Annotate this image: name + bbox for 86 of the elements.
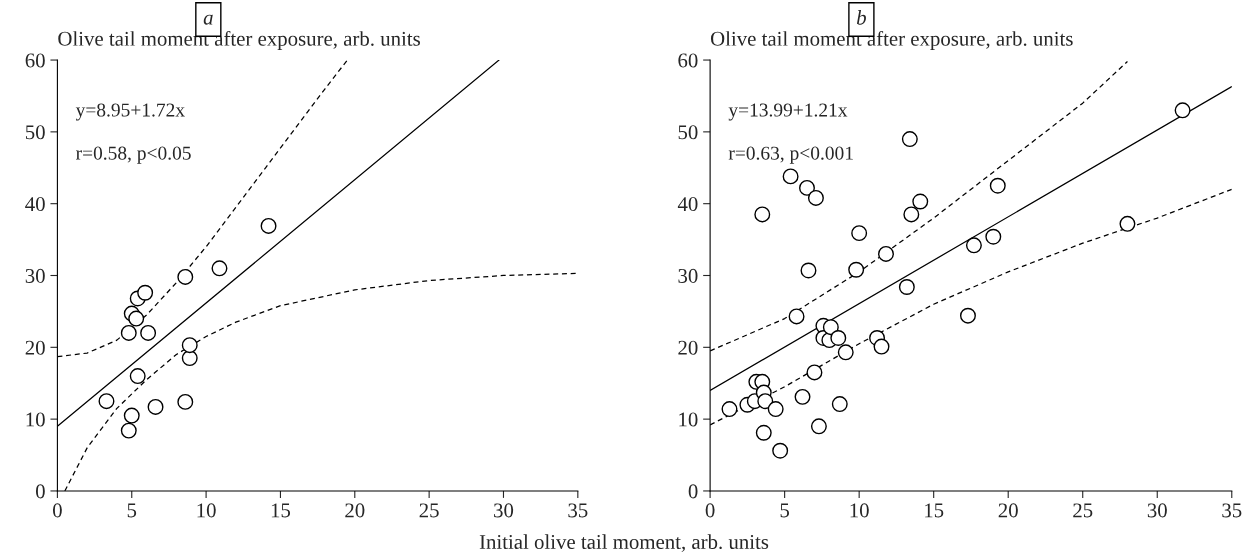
point — [128, 310, 145, 327]
annotation: y=8.95+1.72x — [75, 103, 185, 121]
point — [830, 330, 847, 346]
y-tick-label: 30 — [678, 268, 698, 283]
x-tick-label: 30 — [1147, 503, 1167, 518]
point — [837, 344, 854, 361]
y-tick-label: 0 — [35, 484, 45, 499]
point — [898, 279, 915, 295]
point — [878, 245, 894, 262]
y-tick-label: 60 — [25, 53, 45, 68]
point — [989, 177, 1006, 194]
y-axis-title: Olive tail moment after exposure, arb. units — [58, 30, 420, 51]
point — [181, 337, 198, 354]
point — [959, 307, 976, 324]
point — [120, 324, 137, 341]
point — [123, 407, 140, 424]
x-axis-title: Initial olive tail moment, arb. units — [479, 534, 769, 552]
point — [873, 338, 890, 355]
x-tick-label: 10 — [197, 503, 216, 518]
point — [912, 193, 929, 210]
y-tick-label: 50 — [25, 125, 45, 140]
point — [807, 189, 824, 206]
x-tick-label: 5 — [127, 503, 137, 518]
point — [965, 237, 982, 254]
x-tick-label: 5 — [780, 503, 790, 518]
chart-title: a — [203, 14, 213, 25]
y-tick-label: 50 — [678, 125, 698, 140]
point — [848, 261, 865, 278]
point — [782, 168, 799, 185]
point — [755, 424, 772, 441]
point — [721, 401, 738, 418]
point — [799, 179, 815, 196]
x-tick-label: 15 — [925, 503, 944, 518]
x-tick-label: 20 — [998, 503, 1018, 518]
point — [177, 393, 194, 410]
x-tick-label: 0 — [705, 503, 715, 518]
y-tick-label: 40 — [25, 197, 45, 212]
point — [903, 206, 920, 223]
point — [181, 350, 198, 367]
point — [831, 396, 848, 413]
point — [794, 388, 811, 405]
x-tick-label: 30 — [494, 503, 514, 518]
point — [767, 401, 784, 418]
point — [851, 225, 868, 242]
point — [1119, 215, 1136, 232]
y-tick-label: 40 — [677, 197, 698, 212]
x-tick-label: 35 — [568, 503, 588, 518]
point — [140, 324, 157, 341]
point — [137, 284, 154, 301]
y-tick-label: 20 — [25, 340, 45, 355]
x-tick-label: 20 — [345, 503, 365, 518]
y-axis-title: Olive tail moment after exposure, arb. units — [710, 30, 1073, 51]
point — [788, 308, 805, 325]
point — [120, 422, 137, 439]
point — [901, 131, 918, 148]
point — [800, 262, 817, 279]
annotation: y=13.99+1.21x — [728, 103, 848, 121]
x-tick-label: 10 — [850, 503, 869, 518]
y-tick-label: 10 — [679, 412, 698, 427]
point — [98, 393, 115, 410]
point — [757, 393, 774, 410]
point — [822, 319, 839, 336]
x-tick-label: 35 — [1222, 503, 1242, 518]
x-tick-label: 0 — [52, 503, 62, 518]
y-tick-label: 60 — [678, 53, 698, 68]
y-tick-label: 10 — [26, 412, 45, 427]
point — [772, 442, 789, 459]
point — [211, 260, 228, 277]
point — [260, 217, 277, 234]
chart-title: b — [856, 10, 866, 25]
annotation: r=0.58, p<0.05 — [76, 146, 191, 164]
point — [810, 418, 827, 435]
point — [147, 398, 164, 415]
x-tick-label: 25 — [419, 503, 439, 518]
point — [1174, 102, 1191, 119]
y-tick-label: 30 — [25, 268, 45, 283]
point — [754, 206, 771, 223]
x-tick-label: 15 — [271, 503, 291, 518]
point — [985, 228, 1002, 245]
point — [806, 364, 823, 381]
y-tick-label: 0 — [688, 484, 698, 499]
annotation: r=0.63, p<0.001 — [728, 146, 853, 164]
x-tick-label: 25 — [1073, 503, 1093, 518]
point — [177, 268, 194, 285]
y-tick-label: 20 — [678, 340, 698, 355]
point — [129, 368, 146, 385]
